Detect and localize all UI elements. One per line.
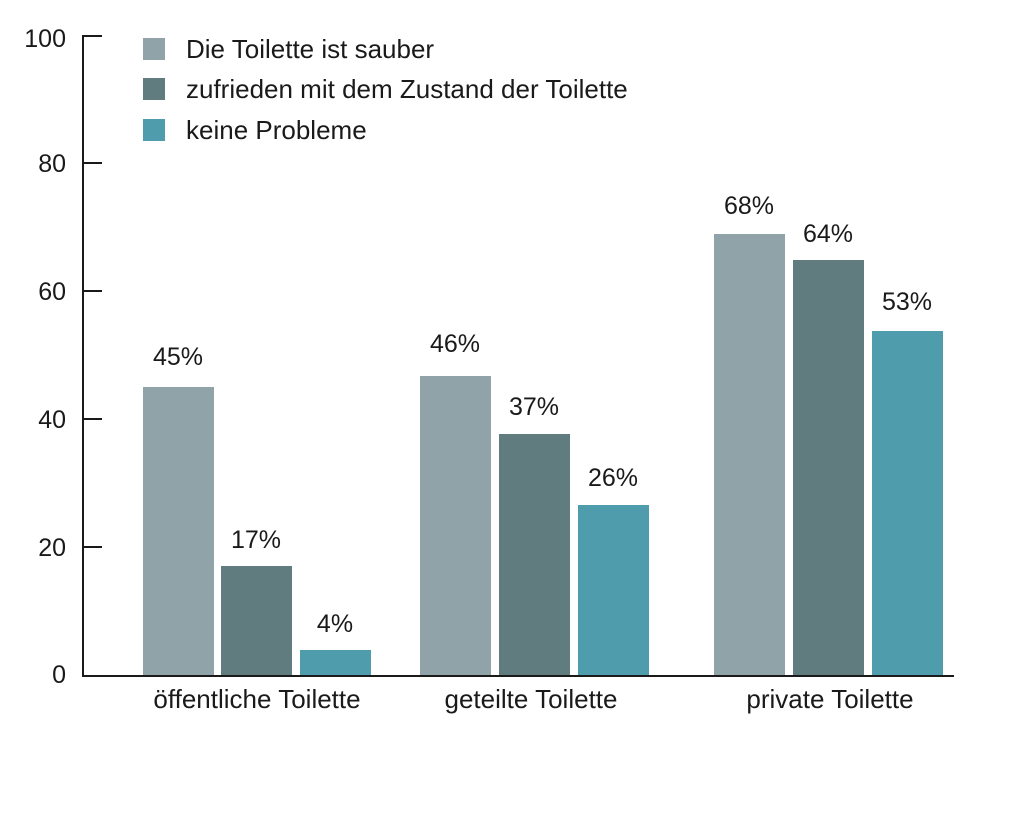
bar	[300, 650, 371, 675]
bar	[872, 331, 943, 675]
bar	[420, 376, 491, 675]
x-axis-line	[82, 675, 954, 677]
bar-value-label: 64%	[802, 220, 854, 248]
bar-value-label: 46%	[429, 330, 481, 358]
bar-value-label: 4%	[316, 610, 354, 638]
legend-item: Die Toilette ist sauber	[143, 35, 434, 63]
category-label: private Toilette	[746, 684, 914, 714]
legend-swatch	[143, 78, 165, 100]
legend-swatch	[143, 38, 165, 60]
y-tick	[82, 290, 102, 292]
legend-swatch	[143, 119, 165, 141]
bar	[143, 387, 214, 675]
legend-label: Die Toilette ist sauber	[186, 34, 435, 64]
bar-value-label: 53%	[881, 288, 933, 316]
y-tick	[82, 162, 102, 164]
legend-label: keine Probleme	[186, 115, 367, 145]
bar-value-label: 37%	[508, 393, 560, 421]
y-tick-label: 40	[38, 406, 66, 434]
y-axis-line	[82, 35, 84, 676]
category-label: geteilte Toilette	[444, 684, 618, 714]
bar-value-label: 45%	[152, 343, 204, 371]
legend-item: zufrieden mit dem Zustand der Toilette	[143, 75, 628, 103]
bar-value-label: 68%	[723, 192, 775, 220]
bar	[793, 260, 864, 675]
bar-value-label: 26%	[587, 464, 639, 492]
y-tick-label: 0	[52, 661, 66, 689]
y-tick-label: 20	[38, 534, 66, 562]
y-tick	[82, 546, 102, 548]
y-tick	[82, 418, 102, 420]
y-tick-label: 80	[38, 150, 66, 178]
bar	[714, 234, 785, 675]
bar	[578, 505, 649, 675]
legend-item: keine Probleme	[143, 116, 367, 144]
y-tick-label: 60	[38, 278, 66, 306]
bar	[221, 566, 292, 675]
category-label: öffentliche Toilette	[153, 684, 361, 714]
bar	[499, 434, 570, 675]
y-tick-label: 100	[24, 25, 66, 53]
y-tick	[82, 35, 102, 37]
bar-value-label: 17%	[230, 526, 282, 554]
legend-label: zufrieden mit dem Zustand der Toilette	[186, 74, 628, 104]
